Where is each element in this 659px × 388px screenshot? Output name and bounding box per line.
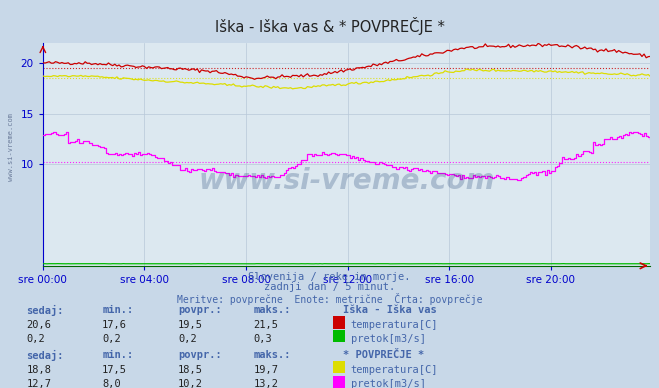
Text: 13,2: 13,2 [254,379,279,388]
Text: 0,3: 0,3 [254,334,272,344]
Text: min.:: min.: [102,305,133,315]
Text: pretok[m3/s]: pretok[m3/s] [351,334,426,344]
Text: www.si-vreme.com: www.si-vreme.com [198,167,495,195]
Text: * POVPREČJE *: * POVPREČJE * [343,350,424,360]
Text: 10,2: 10,2 [178,379,203,388]
Text: 20,6: 20,6 [26,320,51,330]
Text: 8,0: 8,0 [102,379,121,388]
Text: 18,5: 18,5 [178,365,203,375]
Text: 0,2: 0,2 [26,334,45,344]
Text: zadnji dan / 5 minut.: zadnji dan / 5 minut. [264,282,395,293]
Text: temperatura[C]: temperatura[C] [351,320,438,330]
Text: 0,2: 0,2 [102,334,121,344]
Text: 17,6: 17,6 [102,320,127,330]
Text: Meritve: povprečne  Enote: metrične  Črta: povprečje: Meritve: povprečne Enote: metrične Črta:… [177,293,482,305]
Text: 19,5: 19,5 [178,320,203,330]
Text: maks.:: maks.: [254,305,291,315]
Text: pretok[m3/s]: pretok[m3/s] [351,379,426,388]
Text: sedaj:: sedaj: [26,305,64,315]
Text: maks.:: maks.: [254,350,291,360]
Text: 12,7: 12,7 [26,379,51,388]
Text: 0,2: 0,2 [178,334,196,344]
Text: min.:: min.: [102,350,133,360]
Text: temperatura[C]: temperatura[C] [351,365,438,375]
Text: Iška - Iška vas & * POVPREČJE *: Iška - Iška vas & * POVPREČJE * [215,17,444,35]
Text: 17,5: 17,5 [102,365,127,375]
Text: 21,5: 21,5 [254,320,279,330]
Text: 19,7: 19,7 [254,365,279,375]
Text: Iška - Iška vas: Iška - Iška vas [343,305,436,315]
Text: www.si-vreme.com: www.si-vreme.com [8,113,14,182]
Text: sedaj:: sedaj: [26,350,64,361]
Text: povpr.:: povpr.: [178,350,221,360]
Text: povpr.:: povpr.: [178,305,221,315]
Text: Slovenija / reke in morje.: Slovenija / reke in morje. [248,272,411,282]
Text: 18,8: 18,8 [26,365,51,375]
